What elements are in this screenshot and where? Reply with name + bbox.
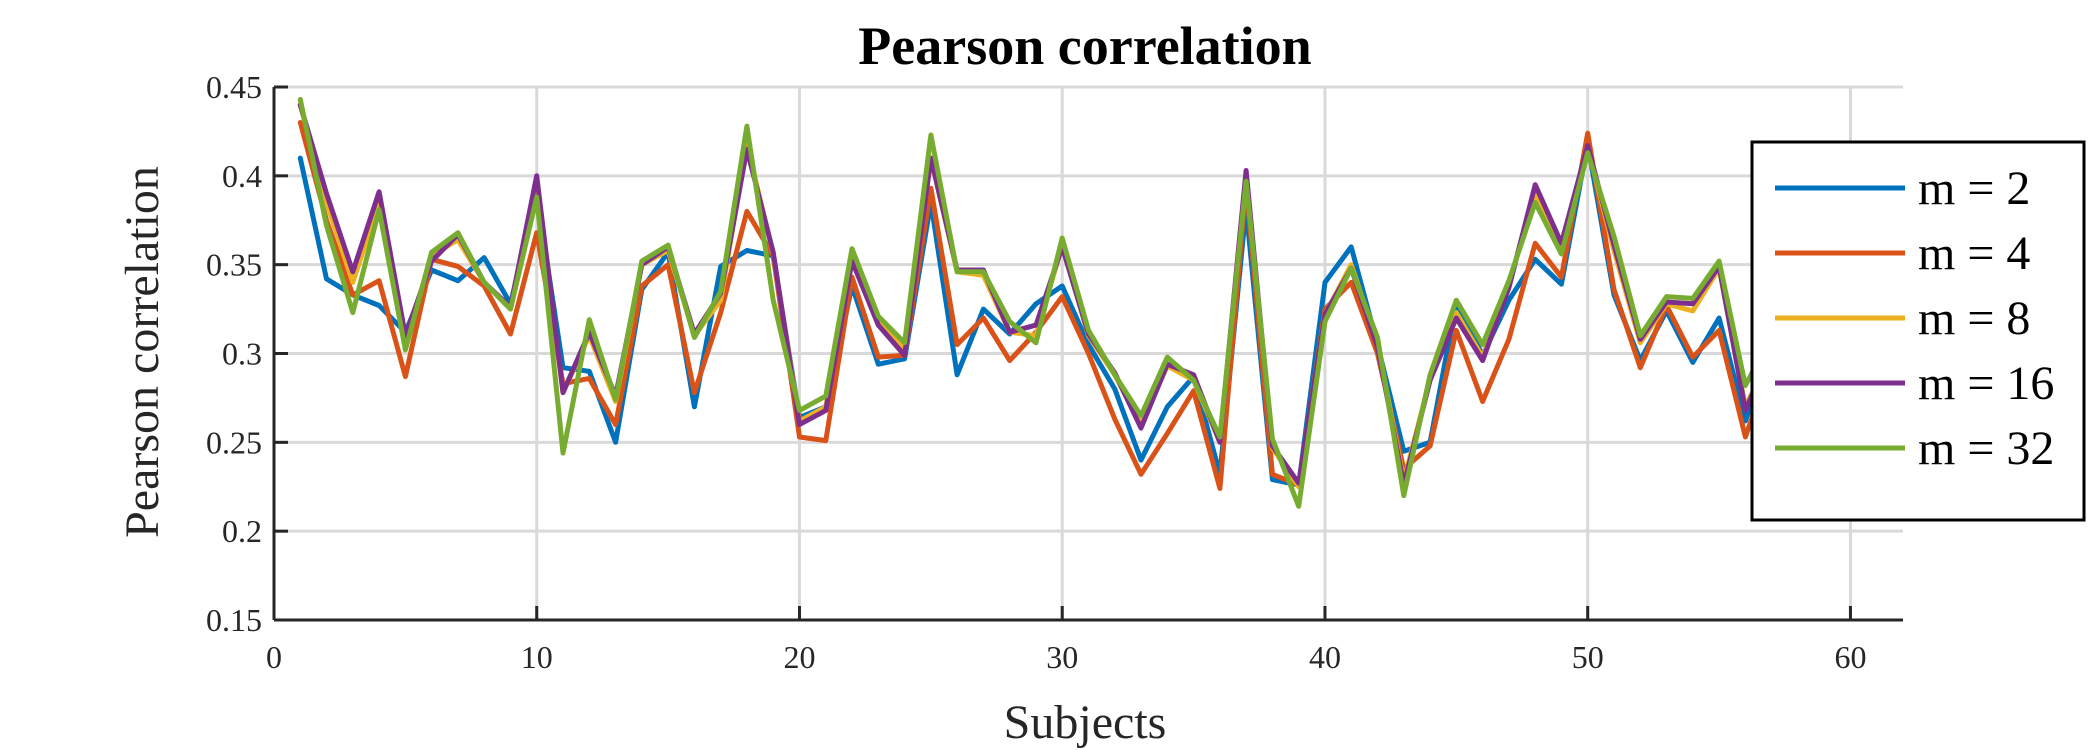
x-tick-label: 0 (266, 639, 282, 675)
series-line-m32 (297, 96, 1775, 509)
x-tick-label: 50 (1572, 639, 1604, 675)
legend-label: m = 16 (1918, 357, 2054, 410)
x-tick-label: 60 (1834, 639, 1866, 675)
y-axis-label: Pearson correlation (116, 166, 169, 538)
x-axis-label: Subjects (1004, 696, 1167, 749)
y-tick-label: 0.3 (222, 336, 262, 372)
chart-title: Pearson correlation (858, 16, 1311, 76)
x-tick-label: 20 (783, 639, 815, 675)
legend-label: m = 2 (1918, 162, 2030, 215)
x-tick-label: 10 (521, 639, 553, 675)
y-tick-label: 0.45 (206, 69, 262, 105)
legend-box (1750, 140, 2086, 522)
series-line-m16 (297, 102, 1775, 488)
y-tick-label: 0.15 (206, 602, 262, 638)
legend-label: m = 8 (1918, 292, 2030, 345)
data-series (297, 96, 1775, 509)
y-tick-label: 0.25 (206, 424, 262, 460)
y-tick-label: 0.2 (222, 513, 262, 549)
x-tick-label: 30 (1046, 639, 1078, 675)
legend-label: m = 32 (1918, 422, 2054, 475)
series-line-m2 (297, 141, 1775, 488)
legend-label: m = 4 (1918, 227, 2030, 280)
legend: m = 2 m = 4 m = 8 m = 16 m = 32 (1750, 140, 2086, 522)
y-tick-label: 0.4 (222, 158, 262, 194)
axis-ticks: 0 10 20 30 40 50 60 0.15 0.2 0.25 0.3 0.35 0.4 0.45 (206, 69, 1903, 675)
y-tick-label: 0.35 (206, 247, 262, 283)
x-tick-label: 40 (1309, 639, 1341, 675)
